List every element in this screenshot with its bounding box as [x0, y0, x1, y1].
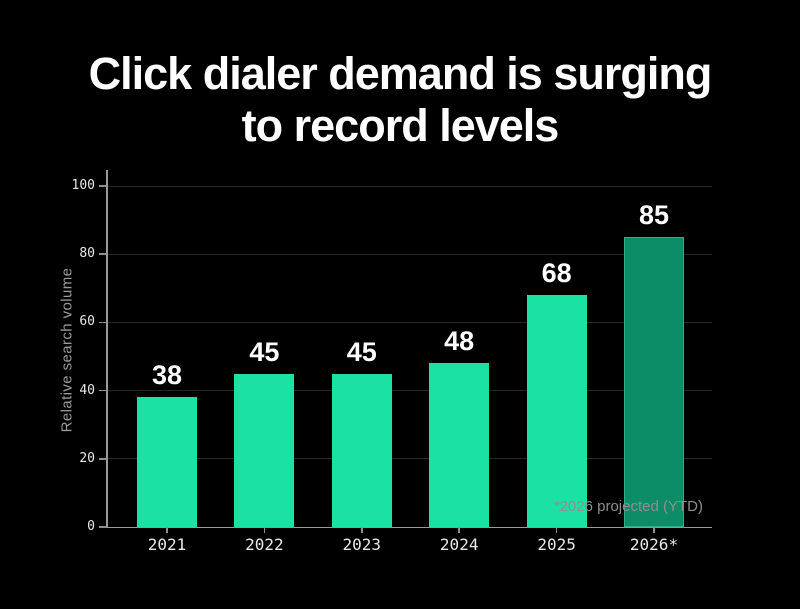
y-tick-mark	[99, 321, 107, 324]
chart-title: Click dialer demand is surging to record…	[0, 48, 800, 152]
x-tick-label: 2023	[342, 535, 382, 554]
y-tick-label: 100	[71, 178, 95, 193]
x-tick-mark	[361, 527, 363, 533]
bar-value-label: 48	[444, 326, 475, 357]
x-tick-label: 2026*	[629, 535, 679, 554]
gridline	[107, 458, 712, 460]
y-tick-mark	[99, 253, 107, 255]
y-tick-label: 80	[79, 246, 95, 262]
bar	[331, 373, 392, 527]
y-axis-spine	[106, 170, 108, 527]
y-tick-label: 40	[79, 382, 95, 398]
bar	[526, 295, 587, 527]
chart-title-line1: Click dialer demand is surging	[88, 48, 713, 99]
y-tick-mark	[99, 185, 107, 187]
x-tick-label: 2022	[245, 535, 284, 554]
x-tick-mark	[458, 527, 460, 533]
x-tick-mark	[653, 527, 655, 533]
bar-value-label: 38	[151, 360, 183, 391]
x-axis-line	[107, 526, 712, 528]
y-tick-label: 20	[79, 450, 95, 466]
y-tick-label: 0	[87, 519, 95, 534]
bar	[137, 397, 197, 527]
bar	[234, 373, 295, 527]
bar-projected	[624, 237, 684, 527]
gridline	[107, 390, 712, 392]
x-tick-label: 2021	[147, 535, 187, 554]
y-tick-mark	[99, 526, 107, 528]
bar	[429, 363, 490, 527]
gridline	[107, 253, 712, 255]
bar-value-label: 45	[346, 336, 377, 367]
x-tick-mark	[166, 527, 168, 533]
bar-value-label: 85	[638, 200, 670, 231]
y-tick-mark	[99, 458, 107, 460]
bar-value-label: 68	[541, 258, 572, 289]
x-tick-mark	[555, 527, 558, 533]
x-tick-mark	[263, 527, 266, 533]
y-tick-mark	[99, 389, 107, 392]
bar-value-label: 45	[249, 336, 280, 367]
y-tick-label: 60	[79, 314, 95, 330]
gridline	[107, 321, 712, 323]
projection-footnote: *2026 projected (YTD)	[553, 498, 703, 515]
gridline	[107, 185, 712, 187]
chart-title-line2: to record levels	[241, 99, 560, 151]
x-tick-label: 2025	[537, 535, 576, 554]
x-tick-label: 2024	[439, 535, 479, 554]
